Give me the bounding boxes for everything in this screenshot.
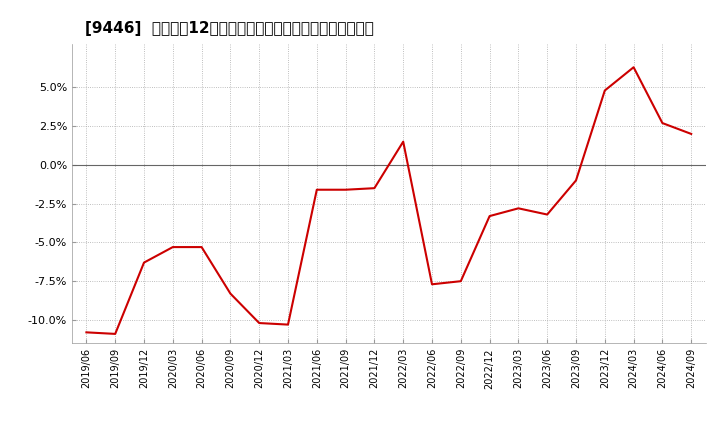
Text: [9446]  売上高の12か月移動合計の対前年同期増減率の推移: [9446] 売上高の12か月移動合計の対前年同期増減率の推移 [85,21,374,36]
